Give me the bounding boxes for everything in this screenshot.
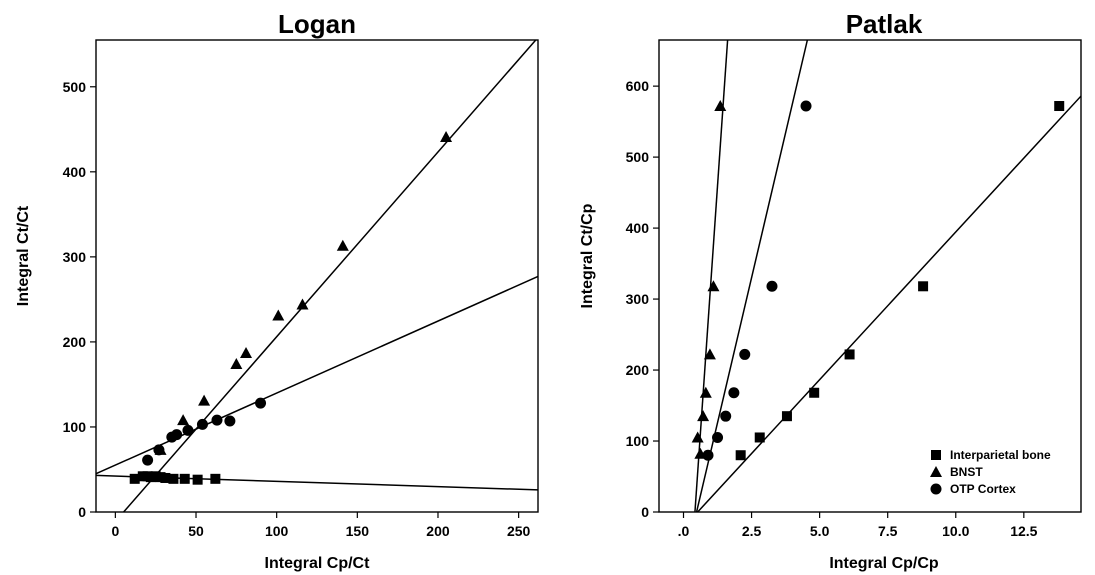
y-tick-label: 400: [63, 164, 87, 180]
x-tick-label: 250: [507, 523, 531, 539]
chart-title: Logan: [278, 9, 356, 39]
y-tick-label: 600: [626, 78, 650, 94]
plot-area: 0 50 100 150 200 250 0 100 200 300 400 500: [63, 39, 539, 539]
legend: Interparietal bone BNST OTP Cortex: [930, 448, 1051, 496]
data-point-circle: [171, 429, 183, 441]
data-point-square: [129, 473, 140, 484]
plot-area: .0 2.5 5.0 7.5 10.0 12.5 0 100 200 300 400 500 600: [626, 39, 1082, 539]
data-point-circle: [702, 449, 714, 461]
x-tick-label: 200: [426, 523, 450, 539]
data-point-triangle: [272, 309, 285, 321]
legend-marker-square: [931, 450, 941, 460]
fit-line-square: [697, 95, 1081, 512]
y-axis-label: Integral Ct/Ct: [15, 205, 32, 306]
plot-frame: [658, 39, 1082, 513]
patlak-panel: Patlak Integral Cp/Cp Integral Ct/Cp .0 2…: [579, 9, 1082, 572]
x-tick-label: 150: [346, 523, 370, 539]
data-point-square: [918, 281, 929, 292]
fit-line-circle: [96, 275, 538, 475]
x-axis-label: Integral Cp/Cp: [829, 555, 939, 572]
data-point-triangle: [697, 410, 710, 422]
x-tick-label: 100: [265, 523, 289, 539]
plot-frame: [95, 39, 539, 513]
y-tick-label: 300: [63, 249, 87, 265]
data-point-circle: [211, 414, 223, 426]
data-point-square: [735, 450, 746, 461]
data-point-square: [781, 411, 792, 422]
data-point-circle: [182, 424, 194, 436]
x-tick-label: 0: [111, 523, 119, 539]
x-tick-label: 7.5: [878, 523, 898, 539]
y-axis-label: Integral Ct/Cp: [579, 203, 596, 308]
data-point-circle: [712, 431, 724, 443]
data-point-circle: [766, 280, 778, 292]
data-point-square: [168, 473, 179, 484]
x-tick-label: 12.5: [1010, 523, 1037, 539]
data-point-circle: [720, 410, 732, 422]
y-tick-label: 300: [626, 291, 650, 307]
x-tick-label: 10.0: [942, 523, 969, 539]
data-point-square: [1054, 101, 1065, 112]
data-point-square: [754, 432, 765, 443]
y-tick-label: 500: [626, 149, 650, 165]
data-point-circle: [196, 418, 208, 430]
data-point-triangle: [230, 358, 243, 370]
fit-line-circle: [695, 40, 809, 512]
data-point-square: [844, 349, 855, 360]
data-point-triangle: [703, 348, 716, 360]
data-point-square: [809, 387, 820, 398]
data-point-triangle: [198, 394, 211, 406]
data-point-circle: [153, 444, 165, 456]
y-tick-label: 400: [626, 220, 650, 236]
x-axis-label: Integral Cp/Ct: [265, 555, 371, 572]
y-tick-label: 0: [78, 504, 86, 520]
y-tick-label: 200: [63, 334, 87, 350]
data-point-triangle: [240, 346, 253, 358]
legend-label: Interparietal bone: [950, 448, 1051, 462]
data-point-triangle: [714, 100, 727, 112]
data-point-square: [179, 473, 190, 484]
x-tick-label: 2.5: [742, 523, 762, 539]
x-tick-label: .0: [678, 523, 690, 539]
legend-marker-circle: [930, 483, 942, 495]
data-point-triangle: [440, 130, 453, 142]
data-point-triangle: [296, 298, 309, 310]
legend-marker-triangle: [930, 466, 942, 477]
chart-title: Patlak: [846, 9, 923, 39]
data-point-triangle: [707, 280, 720, 292]
data-point-triangle: [699, 386, 712, 398]
legend-label: BNST: [950, 465, 983, 479]
data-point-circle: [224, 415, 236, 427]
data-point-circle: [800, 100, 812, 112]
data-point-triangle: [691, 431, 704, 443]
fit-line-triangle: [122, 40, 537, 512]
y-tick-label: 100: [626, 433, 650, 449]
data-point-circle: [142, 454, 154, 466]
fit-line-triangle: [694, 40, 729, 512]
y-tick-label: 0: [641, 504, 649, 520]
legend-label: OTP Cortex: [950, 482, 1016, 496]
data-point-square: [210, 473, 221, 484]
data-point-circle: [728, 387, 740, 399]
data-point-circle: [739, 348, 751, 360]
data-point-square: [192, 474, 203, 485]
y-tick-label: 100: [63, 419, 87, 435]
data-point-triangle: [336, 239, 349, 251]
logan-panel: Logan Integral Cp/Ct Integral Ct/Ct 0 50 1…: [15, 9, 539, 572]
data-point-square: [160, 472, 171, 483]
y-tick-label: 500: [63, 79, 87, 95]
data-point-circle: [255, 397, 267, 409]
data-point-triangle: [177, 414, 190, 426]
x-tick-label: 5.0: [810, 523, 830, 539]
x-tick-label: 50: [188, 523, 204, 539]
y-tick-label: 200: [626, 362, 650, 378]
